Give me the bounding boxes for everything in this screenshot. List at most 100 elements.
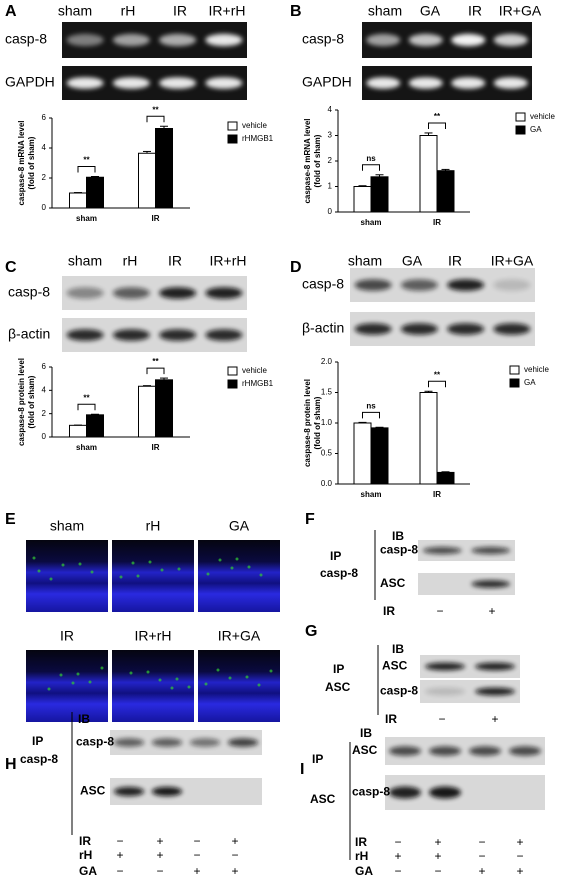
- row-label: casp-8: [5, 31, 47, 47]
- condition-mark: +: [394, 849, 401, 863]
- significance-bracket: [428, 122, 446, 129]
- legend-label: vehicle: [242, 121, 267, 130]
- y-axis-label: caspase-8 protein level: [303, 379, 312, 467]
- condition-mark: −: [478, 849, 485, 863]
- y-tick-label: 4: [42, 385, 47, 394]
- condition-label: GA: [79, 864, 97, 878]
- condition-mark: −: [116, 864, 123, 878]
- ip-label: IP: [330, 549, 341, 563]
- condition-label: IR: [355, 835, 367, 849]
- significance-bracket: [77, 166, 96, 173]
- band: [422, 546, 462, 555]
- condition-mark: +: [491, 712, 498, 726]
- ip-target: ASC: [325, 680, 351, 694]
- green-signal: [204, 682, 208, 686]
- blot: [418, 540, 515, 561]
- row-label: casp-8: [302, 31, 344, 47]
- green-signal: [76, 672, 80, 676]
- y-axis-label: (fold of sham): [313, 396, 322, 449]
- condition-mark: +: [434, 835, 441, 849]
- condition-mark: −: [434, 864, 441, 878]
- annotation: **: [83, 156, 90, 165]
- green-signal: [129, 671, 133, 675]
- fluorescence-image: [26, 540, 108, 612]
- band: [205, 287, 243, 299]
- row-label: casp-8: [380, 543, 418, 557]
- lane-label: IR: [468, 3, 482, 19]
- row-label: ASC: [352, 743, 378, 757]
- y-tick-label: 1.5: [321, 388, 333, 397]
- condition-mark: −: [193, 834, 200, 848]
- lane-label: sham: [58, 3, 92, 19]
- bar: [86, 414, 104, 438]
- band: [451, 33, 486, 47]
- condition-mark: +: [478, 864, 485, 878]
- condition-mark: −: [231, 848, 238, 862]
- band: [151, 786, 183, 797]
- band: [493, 33, 528, 47]
- annotation: ns: [366, 154, 376, 163]
- band: [112, 287, 150, 299]
- band: [471, 580, 511, 588]
- band: [493, 279, 531, 291]
- green-signal: [59, 673, 63, 677]
- green-signal: [88, 680, 92, 684]
- condition-label: rH: [79, 848, 92, 862]
- legend-swatch: [515, 125, 526, 135]
- row-label: casp-8: [352, 785, 390, 799]
- condition-mark: +: [488, 604, 495, 618]
- image-label: rH: [146, 518, 161, 534]
- y-tick-label: 6: [42, 113, 47, 122]
- condition-mark: +: [516, 835, 523, 849]
- ip-label: IP: [312, 752, 323, 766]
- green-signal: [158, 678, 162, 682]
- band: [159, 329, 197, 341]
- y-axis-label: caspase-8 protein level: [17, 358, 26, 446]
- lane-label: rH: [123, 253, 138, 269]
- condition-mark: +: [156, 834, 163, 848]
- annotation: **: [152, 357, 159, 366]
- y-tick-label: 0: [328, 207, 333, 216]
- y-tick-label: 0.5: [321, 449, 333, 458]
- x-tick-label: sham: [361, 218, 382, 227]
- band: [400, 323, 438, 335]
- x-tick-label: sham: [76, 214, 97, 223]
- y-tick-label: 4: [328, 105, 333, 114]
- band: [205, 77, 243, 89]
- y-axis-label: (fold of sham): [313, 134, 322, 187]
- ib-label: IB: [392, 642, 404, 656]
- band: [429, 746, 461, 756]
- y-axis-label: caspase-8 mRNA level: [17, 120, 26, 205]
- band: [447, 279, 485, 291]
- green-signal: [78, 562, 82, 566]
- band: [400, 279, 438, 291]
- condition-mark: +: [231, 834, 238, 848]
- band: [113, 738, 145, 747]
- row-label: casp-8: [302, 276, 344, 292]
- band: [408, 33, 443, 47]
- green-signal: [90, 570, 94, 574]
- band: [354, 323, 392, 335]
- band: [205, 329, 243, 341]
- y-tick-label: 0: [42, 432, 47, 441]
- blot: [420, 655, 520, 678]
- green-signal: [61, 563, 65, 567]
- green-signal: [259, 573, 263, 577]
- band: [389, 786, 421, 799]
- image-label: IR: [60, 628, 74, 644]
- legend-label: vehicle: [242, 366, 267, 375]
- band: [112, 33, 150, 47]
- significance-bracket: [146, 367, 165, 375]
- band: [509, 746, 541, 756]
- annotation: ns: [366, 401, 376, 410]
- x-tick-label: sham: [361, 490, 382, 499]
- green-signal: [119, 575, 123, 579]
- bar: [353, 186, 372, 213]
- condition-mark: −: [516, 849, 523, 863]
- y-tick-label: 0: [42, 203, 47, 212]
- y-tick-label: 4: [42, 143, 47, 152]
- row-label: GAPDH: [5, 74, 55, 90]
- band: [159, 33, 197, 47]
- band: [354, 279, 392, 291]
